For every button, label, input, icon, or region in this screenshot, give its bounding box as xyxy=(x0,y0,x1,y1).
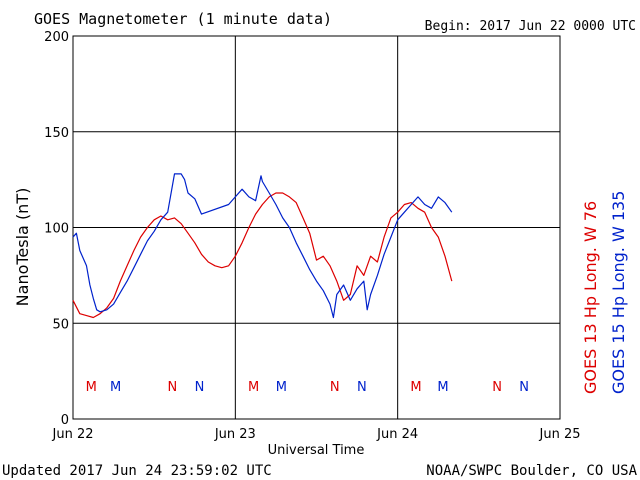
event-marker-m: M xyxy=(437,380,448,395)
event-marker-n: N xyxy=(330,380,340,395)
event-marker-n: N xyxy=(357,380,367,395)
x-tick-label: Jun 25 xyxy=(539,427,581,442)
updated-time: Updated 2017 Jun 24 23:59:02 UTC xyxy=(2,463,272,479)
event-marker-m: M xyxy=(248,380,259,395)
event-marker-m: M xyxy=(410,380,421,395)
y-tick-label: 50 xyxy=(52,317,69,332)
begin-time: Begin: 2017 Jun 22 0000 UTC xyxy=(425,19,636,34)
data-series xyxy=(72,173,453,319)
event-marker-n: N xyxy=(195,380,205,395)
event-marker-n: N xyxy=(492,380,502,395)
event-marker-m: M xyxy=(276,380,287,395)
series-goes15-line xyxy=(72,173,453,319)
x-tick-label: Jun 24 xyxy=(376,427,418,442)
x-tick-label: Jun 22 xyxy=(52,427,94,442)
y-tick-label: 200 xyxy=(44,30,69,45)
chart-title: GOES Magnetometer (1 minute data) xyxy=(34,10,332,28)
legend-goes13: GOES 13 Hp Long. W 76 xyxy=(581,201,600,394)
y-tick-label: 150 xyxy=(44,126,69,141)
source-credit: NOAA/SWPC Boulder, CO USA xyxy=(426,463,637,479)
x-tick-labels: Jun 22 Jun 23 Jun 24 Jun 25 xyxy=(52,427,581,442)
y-axis-label: NanoTesla (nT) xyxy=(13,188,32,307)
event-marker-m: M xyxy=(110,380,121,395)
event-marker-m: M xyxy=(86,380,97,395)
event-marker-n: N xyxy=(168,380,178,395)
legend-goes15: GOES 15 Hp Long. W 135 xyxy=(609,191,628,394)
y-tick-label: 0 xyxy=(61,413,69,428)
plot-frame xyxy=(72,35,561,420)
plot-grid xyxy=(73,36,560,419)
x-axis-label: Universal Time xyxy=(268,443,365,458)
x-tick-label: Jun 23 xyxy=(214,427,256,442)
y-tick-label: 100 xyxy=(44,222,69,237)
y-tick-labels: 0 50 100 150 200 xyxy=(44,30,69,428)
event-marker-n: N xyxy=(519,380,529,395)
series-goes13-line xyxy=(72,192,453,319)
